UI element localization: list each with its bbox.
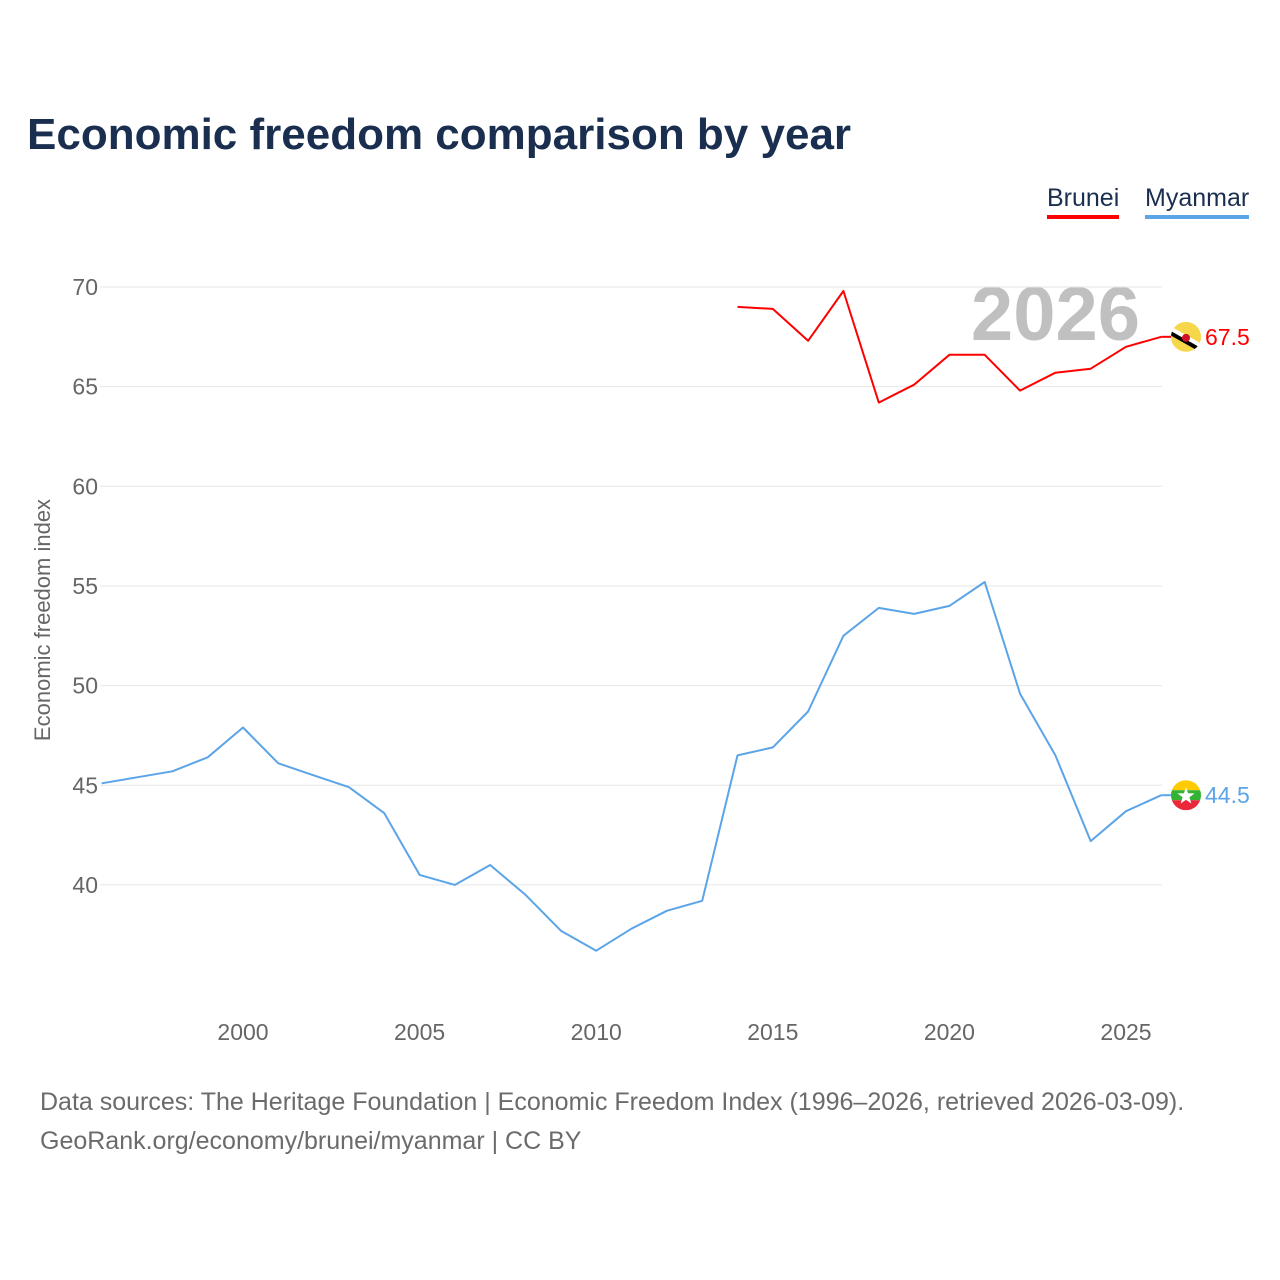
footer-sources: Data sources: The Heritage Foundation | … [40, 1088, 1185, 1116]
y-axis-label: Economic freedom index [30, 499, 55, 741]
year-watermark: 2026 [971, 272, 1140, 357]
series-line-myanmar [101, 581, 1162, 952]
flag-band-yellow [1171, 780, 1201, 791]
x-tick-label: 2010 [571, 1019, 622, 1045]
y-tick-label: 70 [72, 274, 98, 300]
brunei-flag-icon [1171, 321, 1201, 352]
footer-link[interactable]: GeoRank.org/economy/brunei/myanmar | CC … [40, 1127, 582, 1155]
y-tick-label: 45 [72, 772, 98, 798]
y-tick-label: 50 [72, 673, 98, 699]
x-tick-label: 2020 [924, 1019, 975, 1045]
flag-band-red [1171, 800, 1201, 811]
y-tick-label: 60 [72, 473, 98, 499]
flag-star [1177, 787, 1195, 804]
x-tick-label: 2005 [394, 1019, 445, 1045]
legend-myanmar[interactable]: Myanmar [1145, 184, 1250, 219]
y-tick-label: 65 [72, 374, 98, 400]
x-tick-label: 2025 [1100, 1019, 1151, 1045]
chart-title: Economic freedom comparison by year [27, 110, 852, 159]
myanmar-flag-icon [1171, 780, 1201, 811]
x-tick-label: 2015 [747, 1019, 798, 1045]
legend-brunei[interactable]: Brunei [1047, 184, 1120, 219]
end-value-label-brunei: 67.5 [1205, 324, 1250, 350]
end-value-label-myanmar: 44.5 [1205, 782, 1250, 808]
x-tick-label: 2000 [217, 1019, 268, 1045]
series-line-brunei [737, 290, 1162, 404]
flag-body [1171, 780, 1201, 811]
flag-crest [1182, 333, 1190, 342]
flag-body [1171, 321, 1201, 352]
y-tick-label: 40 [72, 872, 98, 898]
y-tick-label: 55 [72, 573, 98, 599]
